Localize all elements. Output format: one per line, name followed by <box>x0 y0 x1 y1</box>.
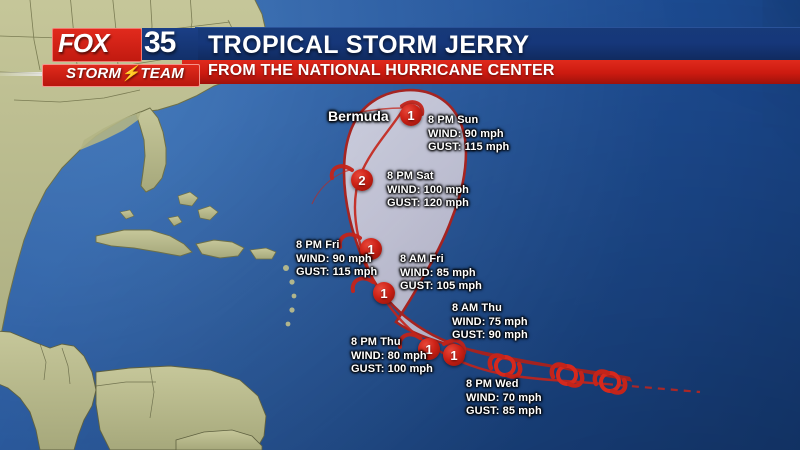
forecast-time: 8 PM Fri <box>296 239 340 251</box>
forecast-time: 8 PM Sat <box>387 170 434 182</box>
forecast-marker-8pm-fri[interactable]: 1 <box>360 238 382 260</box>
city-label-bermuda: Bermuda <box>328 108 389 124</box>
forecast-label-8pm-sun: 8 PM Sun WIND: 90 mph GUST: 115 mph <box>428 114 509 155</box>
marker-hook-tails <box>329 100 467 355</box>
forecast-gust: GUST: 115 mph <box>296 266 378 278</box>
forecast-gust: GUST: 85 mph <box>466 405 542 417</box>
forecast-marker-8am-thu[interactable]: 1 <box>418 338 440 360</box>
hurricane-symbols <box>487 353 628 395</box>
forecast-marker-8pm-sun[interactable]: 1 <box>400 104 422 126</box>
forecast-wind: WIND: 75 mph <box>452 315 528 328</box>
forecast-gust: GUST: 115 mph <box>428 141 510 153</box>
forecast-label-8pm-thu: 8 PM Thu WIND: 80 mph GUST: 100 mph <box>351 336 433 377</box>
forecast-marker-8pm-sat[interactable]: 2 <box>351 169 373 191</box>
team-word: TEAM <box>140 65 185 82</box>
fox-wordmark: FOX <box>58 28 109 58</box>
forecast-time: 8 AM Fri <box>400 253 444 265</box>
forecast-time: 8 PM Thu <box>351 336 401 348</box>
channel-number: 35 <box>144 26 176 59</box>
station-logo: FOX 35 STORM⚡TEAM <box>0 26 200 87</box>
landmass-caribbean <box>95 191 297 327</box>
page-title: TROPICAL STORM JERRY <box>208 31 530 59</box>
fox-badge <box>52 28 142 62</box>
forecast-wind: WIND: 100 mph <box>387 183 469 196</box>
source-line: FROM THE NATIONAL HURRICANE CENTER <box>208 62 555 79</box>
forecast-label-8pm-sat: 8 PM Sat WIND: 100 mph GUST: 120 mph <box>387 170 469 211</box>
title-bar: TROPICAL STORM JERRY <box>195 27 800 61</box>
logo-streak <box>0 72 49 76</box>
forecast-wind: WIND: 90 mph <box>428 127 504 140</box>
landmass-central-south-america <box>0 330 267 450</box>
forecast-label-8pm-wed: 8 PM Wed WIND: 70 mph GUST: 85 mph <box>466 378 542 419</box>
forecast-time: 8 PM Wed <box>466 378 519 390</box>
marker-category-label: 1 <box>367 241 375 257</box>
forecast-label-8am-fri: 8 AM Fri WIND: 85 mph GUST: 105 mph <box>400 253 482 294</box>
storm-team-wordmark: STORM⚡TEAM <box>50 64 200 82</box>
channel-number-box <box>142 28 198 60</box>
forecast-gust: GUST: 90 mph <box>452 329 528 341</box>
forecast-wind: WIND: 80 mph <box>351 349 427 362</box>
forecast-wind: WIND: 70 mph <box>466 391 542 404</box>
forecast-label-8am-thu: 8 AM Thu WIND: 75 mph GUST: 90 mph <box>452 302 528 343</box>
marker-category-label: 1 <box>425 341 433 357</box>
marker-category-label: 2 <box>358 172 366 188</box>
storm-word: STORM <box>65 65 122 82</box>
forecast-marker-8am-fri[interactable]: 1 <box>373 282 395 304</box>
marker-category-label: 1 <box>450 347 458 363</box>
landmass-south-america-east <box>175 429 263 450</box>
marker-category-label: 1 <box>380 285 388 301</box>
marker-category-label: 1 <box>407 107 415 123</box>
source-bar: FROM THE NATIONAL HURRICANE CENTER <box>182 60 800 84</box>
forecast-gust: GUST: 105 mph <box>400 280 482 292</box>
forecast-wind: WIND: 90 mph <box>296 252 372 265</box>
forecast-time: 8 AM Thu <box>452 302 502 314</box>
forecast-gust: GUST: 120 mph <box>387 197 469 209</box>
forecast-gust: GUST: 100 mph <box>351 363 433 375</box>
storm-team-bar <box>42 64 200 87</box>
lightning-bolt-icon: ⚡ <box>121 65 141 82</box>
forecast-wind: WIND: 85 mph <box>400 266 476 279</box>
forecast-label-8pm-fri: 8 PM Fri WIND: 90 mph GUST: 115 mph <box>296 239 377 280</box>
forecast-time: 8 PM Sun <box>428 114 479 126</box>
forecast-marker-8pm-thu[interactable]: 1 <box>443 344 465 366</box>
